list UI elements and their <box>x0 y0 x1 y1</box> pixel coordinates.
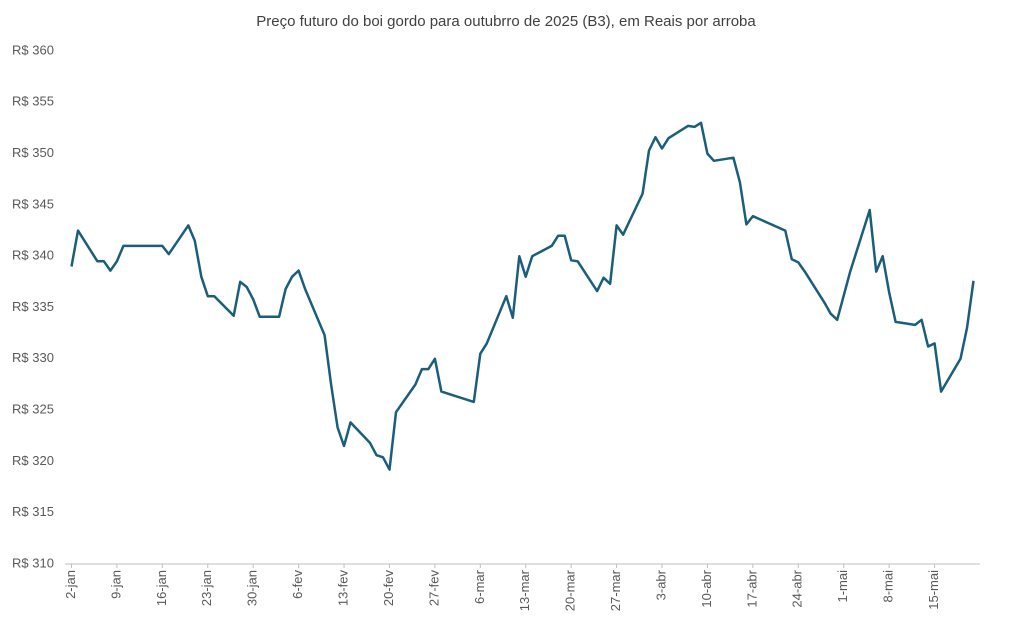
x-tick-label: 2-jan <box>63 570 78 599</box>
x-tick-label: 13-fev <box>335 570 350 607</box>
y-tick-label: R$ 330 <box>12 350 54 365</box>
x-tick-label: 30-jan <box>245 570 260 606</box>
x-tick-label: 17-abr <box>744 569 759 607</box>
y-tick-label: R$ 325 <box>12 402 54 417</box>
x-tick-label: 27-fev <box>426 570 441 607</box>
y-tick-label: R$ 335 <box>12 299 54 314</box>
x-tick-label: 20-fev <box>381 570 396 607</box>
x-tick-label: 1-mai <box>835 570 850 603</box>
y-tick-label: R$ 340 <box>12 248 54 263</box>
x-tick-label: 24-abr <box>790 569 805 607</box>
y-tick-label: R$ 320 <box>12 453 54 468</box>
x-tick-label: 13-mar <box>517 569 532 611</box>
y-tick-label: R$ 355 <box>12 94 54 109</box>
x-tick-label: 23-jan <box>199 570 214 606</box>
x-tick-label: 15-mai <box>926 570 941 610</box>
y-tick-label: R$ 310 <box>12 555 54 570</box>
y-tick-label: R$ 350 <box>12 145 54 160</box>
x-tick-label: 6-fev <box>290 570 305 599</box>
x-tick-label: 3-abr <box>653 569 668 600</box>
line-series <box>70 121 975 471</box>
x-tick-label: 9-jan <box>108 570 123 599</box>
chart-title: Preço futuro do boi gordo para outubrro … <box>256 13 756 30</box>
x-tick-label: 6-mar <box>472 569 487 604</box>
x-tick-label: 16-jan <box>154 570 169 606</box>
x-tick-label: 8-mai <box>881 570 896 603</box>
x-tick-label: 27-mar <box>608 569 623 611</box>
y-tick-label: R$ 345 <box>12 196 54 211</box>
y-tick-label: R$ 360 <box>12 42 54 57</box>
x-tick-label: 20-mar <box>563 569 578 611</box>
y-tick-label: R$ 315 <box>12 504 54 519</box>
x-tick-label: 10-abr <box>699 569 714 607</box>
